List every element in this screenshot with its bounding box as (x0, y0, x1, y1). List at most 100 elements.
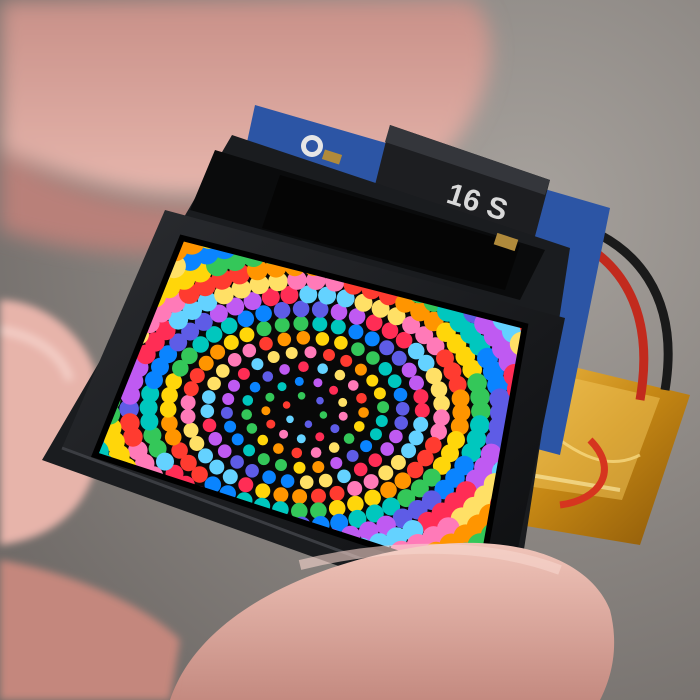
spiral-dot (164, 428, 182, 446)
spiral-dot (425, 436, 442, 454)
spiral-dot (407, 342, 425, 360)
spiral-dot (216, 364, 230, 378)
spiral-dot (293, 315, 309, 331)
spiral-dot (202, 418, 217, 433)
spiral-dot (356, 393, 367, 404)
spiral-dot (171, 442, 188, 459)
spiral-dot (366, 351, 380, 365)
spiral-dot (375, 415, 388, 427)
spiral-dot (293, 461, 306, 474)
spiral-dot (450, 417, 469, 436)
spiral-dot (310, 447, 322, 458)
spiral-dot (304, 420, 313, 429)
spiral-dot (354, 363, 367, 376)
spiral-dot (182, 300, 202, 321)
spiral-dot (379, 340, 395, 356)
spiral-dot (189, 368, 205, 384)
spiral-dot (210, 344, 226, 360)
spiral-dot (220, 317, 238, 335)
spiral-dot (298, 361, 309, 373)
left-thumb (0, 300, 95, 545)
spiral-dot (312, 316, 328, 332)
spiral-dot (426, 337, 445, 356)
spiral-dot (328, 442, 340, 453)
spiral-dot (358, 407, 369, 418)
spiral-dot (348, 380, 359, 391)
spiral-dot (370, 428, 382, 441)
spiral-dot (191, 466, 208, 483)
spiral-dot (471, 401, 491, 421)
spiral-dot (261, 288, 280, 307)
spiral-dot (255, 305, 272, 322)
spiral-dot (139, 398, 158, 417)
spiral-dot (214, 284, 234, 305)
spiral-dot (226, 297, 245, 316)
spiral-dot (338, 397, 348, 407)
spiral-dot (140, 412, 159, 431)
spiral-dot (273, 302, 291, 319)
spiral-dot (251, 358, 264, 371)
spiral-dot (430, 423, 448, 441)
spiral-dot (408, 430, 424, 446)
spiral-dot (378, 362, 393, 376)
spiral-dot (334, 336, 348, 350)
spiral-dot (279, 429, 289, 439)
spiral-dot (382, 497, 401, 516)
spiral-dot (243, 292, 262, 311)
spiral-dot (347, 495, 364, 513)
spiral-dot (425, 367, 443, 385)
spiral-dot (205, 326, 223, 343)
spiral-dot (227, 353, 242, 367)
spiral-dot (395, 402, 410, 416)
spiral-dot (417, 449, 434, 467)
spiral-dot (209, 304, 228, 323)
spiral-dot (380, 442, 395, 456)
spiral-dot (310, 502, 327, 519)
spiral-dot (410, 301, 430, 322)
spiral-dot (330, 424, 340, 434)
spiral-dot (198, 448, 213, 464)
spiral-dot (183, 422, 199, 438)
spiral-dot (413, 389, 429, 405)
spiral-dot (291, 502, 308, 520)
spiral-dot (181, 322, 200, 341)
spiral-dot (242, 395, 254, 406)
spiral-dot (343, 433, 355, 444)
spiral-dot (432, 456, 451, 475)
spiral-dot (364, 331, 380, 347)
spiral-dot (172, 360, 189, 377)
spiral-dot (197, 291, 218, 312)
spiral-dot (410, 479, 429, 498)
spiral-dot (238, 477, 254, 493)
spiral-dot (409, 375, 424, 391)
spiral-dot (220, 406, 233, 419)
spiral-dot (275, 459, 287, 471)
spiral-dot (143, 426, 162, 445)
spiral-dot (433, 409, 450, 427)
spiral-dot (414, 403, 430, 418)
spiral-dot (257, 434, 269, 446)
spiral-dot (347, 481, 363, 496)
spiral-dot (273, 487, 289, 503)
spiral-dot (380, 481, 397, 499)
spiral-dot (452, 403, 471, 422)
spiral-dot (249, 381, 261, 393)
spiral-dot (338, 411, 348, 421)
spiral-dot (255, 483, 271, 499)
spiral-dot (415, 326, 434, 345)
spiral-dot (381, 322, 399, 340)
spiral-dot (120, 413, 140, 433)
spiral-dot (169, 333, 188, 352)
spiral-dot (228, 379, 240, 392)
spiral-dot (189, 436, 205, 451)
spiral-dot (231, 433, 244, 446)
spiral-dot (291, 447, 303, 459)
spiral-dot (194, 312, 213, 331)
spiral-dot (159, 345, 178, 364)
spiral-dot (245, 464, 259, 478)
spiral-dot (394, 472, 412, 490)
spiral-dot (237, 367, 250, 380)
spiral-dot (159, 401, 177, 418)
spiral-dot (387, 374, 402, 389)
